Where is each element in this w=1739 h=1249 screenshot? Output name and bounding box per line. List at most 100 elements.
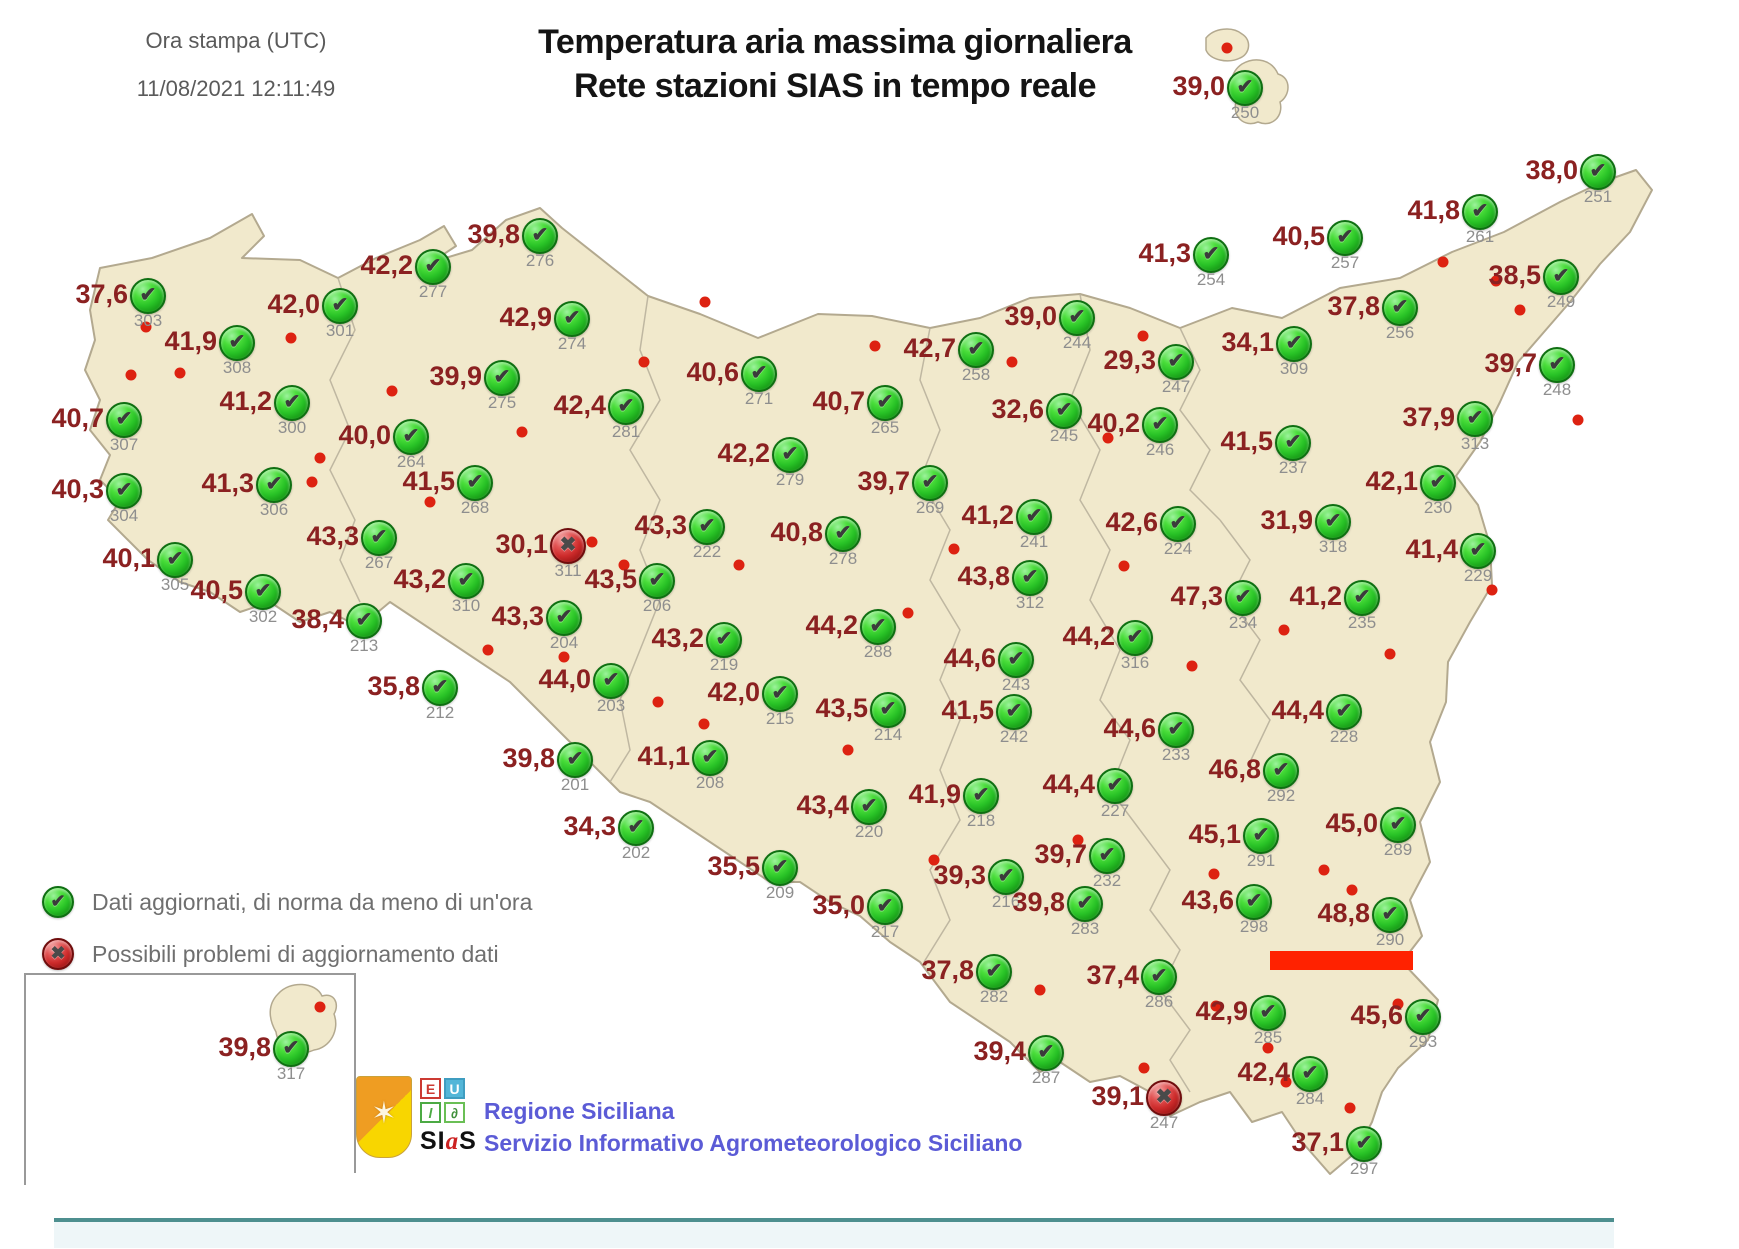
station-marker-ok-icon[interactable]: ✔	[1344, 580, 1380, 616]
station-marker-ok-icon[interactable]: ✔	[998, 642, 1034, 678]
station-marker-ok-icon[interactable]: ✔	[1158, 344, 1194, 380]
station-marker-ok-icon[interactable]: ✔	[958, 332, 994, 368]
station-marker-ok-icon[interactable]: ✔	[1067, 886, 1103, 922]
station-marker-ok-icon[interactable]: ✔	[256, 467, 292, 503]
station-marker-ok-icon[interactable]: ✔	[976, 954, 1012, 990]
station-marker-ok-icon[interactable]: ✔	[273, 1031, 309, 1067]
station-marker-ok-icon[interactable]: ✔	[1460, 533, 1496, 569]
station-marker-ok-icon[interactable]: ✔	[106, 473, 142, 509]
station-value: 40,3	[51, 474, 104, 504]
station-marker-ok-icon[interactable]: ✔	[1275, 425, 1311, 461]
station-marker-ok-icon[interactable]: ✔	[963, 778, 999, 814]
station-marker-ok-icon[interactable]: ✔	[996, 694, 1032, 730]
station-marker-ok-icon[interactable]: ✔	[1326, 694, 1362, 730]
station-marker-ok-icon[interactable]: ✔	[1160, 506, 1196, 542]
station-marker-ok-icon[interactable]: ✔	[860, 609, 896, 645]
station-marker-ok-icon[interactable]: ✔	[245, 574, 281, 610]
station-marker-ok-icon[interactable]: ✔	[1158, 712, 1194, 748]
station-marker-ok-icon[interactable]: ✔	[1097, 768, 1133, 804]
station-marker-ok-icon[interactable]: ✔	[274, 385, 310, 421]
station-marker-ok-icon[interactable]: ✔	[741, 356, 777, 392]
small-red-dot	[1034, 984, 1046, 996]
station-marker-ok-icon[interactable]: ✔	[1420, 465, 1456, 501]
station-marker-ok-icon[interactable]: ✔	[1243, 818, 1279, 854]
station-marker-ok-icon[interactable]: ✔	[219, 325, 255, 361]
sias-block-icon: ∂	[444, 1102, 465, 1123]
station-marker-ok-icon[interactable]: ✔	[157, 542, 193, 578]
station-marker-warn-icon[interactable]: ✖	[1146, 1080, 1182, 1116]
station-marker-ok-icon[interactable]: ✔	[1012, 560, 1048, 596]
station-marker-ok-icon[interactable]: ✔	[448, 563, 484, 599]
station-marker-ok-icon[interactable]: ✔	[1462, 194, 1498, 230]
station-marker-ok-icon[interactable]: ✔	[1227, 70, 1263, 106]
station-marker-ok-icon[interactable]: ✔	[522, 218, 558, 254]
marker-glyph: ✔	[1037, 1041, 1055, 1063]
station-marker-ok-icon[interactable]: ✔	[706, 622, 742, 658]
station-marker-ok-icon[interactable]: ✔	[1225, 580, 1261, 616]
station-marker-ok-icon[interactable]: ✔	[1089, 838, 1125, 874]
station-marker-ok-icon[interactable]: ✔	[106, 402, 142, 438]
station-marker-ok-icon[interactable]: ✔	[557, 742, 593, 778]
station-marker-ok-icon[interactable]: ✔	[1346, 1126, 1382, 1162]
station-marker-ok-icon[interactable]: ✔	[762, 676, 798, 712]
station-marker-ok-icon[interactable]: ✔	[1380, 807, 1416, 843]
station-marker-ok-icon[interactable]: ✔	[1046, 393, 1082, 429]
station-marker-ok-icon[interactable]: ✔	[1405, 999, 1441, 1035]
station-marker-ok-icon[interactable]: ✔	[1193, 237, 1229, 273]
station-marker-ok-icon[interactable]: ✔	[1016, 499, 1052, 535]
station-marker-ok-icon[interactable]: ✔	[1250, 995, 1286, 1031]
station-marker-ok-icon[interactable]: ✔	[1315, 504, 1351, 540]
marker-glyph: ✔	[967, 338, 985, 360]
marker-glyph: ✖	[1155, 1086, 1173, 1108]
footer-service-label: Servizio Informativo Agrometeorologico S…	[484, 1130, 1023, 1156]
station-marker-ok-icon[interactable]: ✔	[484, 360, 520, 396]
station-marker-ok-icon[interactable]: ✔	[870, 692, 906, 728]
station-marker-ok-icon[interactable]: ✔	[1580, 154, 1616, 190]
marker-glyph: ✔	[466, 471, 484, 493]
station-marker-ok-icon[interactable]: ✔	[322, 288, 358, 324]
station-marker-ok-icon[interactable]: ✔	[912, 465, 948, 501]
station-marker-ok-icon[interactable]: ✔	[1141, 959, 1177, 995]
station-marker-ok-icon[interactable]: ✔	[1327, 220, 1363, 256]
station-marker-ok-icon[interactable]: ✔	[1236, 884, 1272, 920]
station-value: 39,7	[1484, 348, 1537, 378]
station-marker-ok-icon[interactable]: ✔	[851, 789, 887, 825]
station-marker-ok-icon[interactable]: ✔	[1543, 259, 1579, 295]
station-marker-ok-icon[interactable]: ✔	[772, 437, 808, 473]
station-marker-ok-icon[interactable]: ✔	[1292, 1056, 1328, 1092]
station-marker-ok-icon[interactable]: ✔	[867, 889, 903, 925]
station-marker-ok-icon[interactable]: ✔	[639, 563, 675, 599]
station-marker-ok-icon[interactable]: ✔	[825, 516, 861, 552]
station-marker-ok-icon[interactable]: ✔	[762, 850, 798, 886]
station-marker-ok-icon[interactable]: ✔	[692, 740, 728, 776]
station-marker-ok-icon[interactable]: ✔	[1028, 1035, 1064, 1071]
station-marker-ok-icon[interactable]: ✔	[689, 509, 725, 545]
station-marker-ok-icon[interactable]: ✔	[130, 278, 166, 314]
station-marker-ok-icon[interactable]: ✔	[988, 859, 1024, 895]
station-marker-ok-icon[interactable]: ✔	[867, 385, 903, 421]
station-marker-ok-icon[interactable]: ✔	[593, 663, 629, 699]
station-marker-ok-icon[interactable]: ✔	[554, 301, 590, 337]
station-marker-ok-icon[interactable]: ✔	[618, 810, 654, 846]
station-marker-ok-icon[interactable]: ✔	[393, 419, 429, 455]
small-red-dot	[386, 385, 398, 397]
station-marker-ok-icon[interactable]: ✔	[346, 603, 382, 639]
station-marker-ok-icon[interactable]: ✔	[1117, 620, 1153, 656]
station-marker-ok-icon[interactable]: ✔	[1457, 401, 1493, 437]
station-marker-ok-icon[interactable]: ✔	[1059, 300, 1095, 336]
station-marker-ok-icon[interactable]: ✔	[1142, 407, 1178, 443]
station-marker-ok-icon[interactable]: ✔	[1276, 326, 1312, 362]
station-marker-ok-icon[interactable]: ✔	[1263, 753, 1299, 789]
station-marker-ok-icon[interactable]: ✔	[457, 465, 493, 501]
station-marker-ok-icon[interactable]: ✔	[361, 520, 397, 556]
marker-glyph: ✔	[1252, 824, 1270, 846]
station-marker-ok-icon[interactable]: ✔	[1539, 347, 1575, 383]
station-marker-ok-icon[interactable]: ✔	[415, 249, 451, 285]
station-marker-ok-icon[interactable]: ✔	[422, 670, 458, 706]
station-marker-warn-icon[interactable]: ✖	[550, 528, 586, 564]
station-value: 43,3	[491, 601, 544, 631]
station-marker-ok-icon[interactable]: ✔	[546, 600, 582, 636]
station-marker-ok-icon[interactable]: ✔	[1372, 897, 1408, 933]
station-marker-ok-icon[interactable]: ✔	[1382, 290, 1418, 326]
station-marker-ok-icon[interactable]: ✔	[608, 389, 644, 425]
